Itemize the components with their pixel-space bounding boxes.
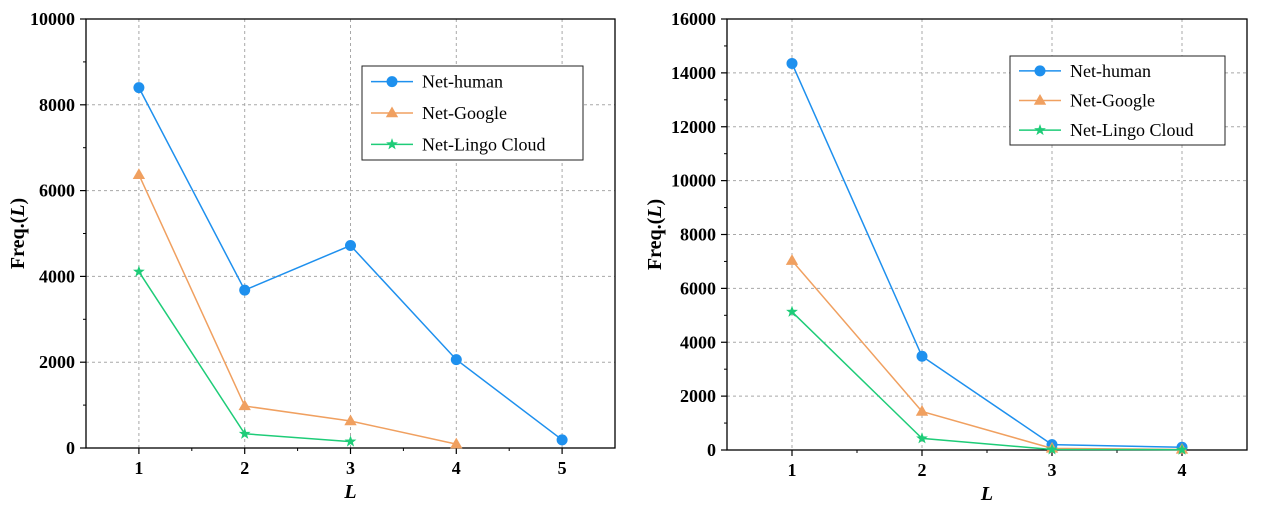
legend: Net-human Net-Google Net-Lingo Cloud: [1009, 55, 1226, 146]
data-point: [132, 168, 146, 179]
chart-2: 1 2 3 4 0 2000 4000 6000 8000 10000 12000 14000 1600…: [644, 9, 1248, 505]
y-axis-label-var: L: [7, 205, 29, 218]
y-tick-label: 2000: [39, 352, 75, 372]
x-tick-label: 2: [240, 458, 249, 478]
legend-marker: [1034, 123, 1046, 136]
data-point: [916, 350, 928, 362]
series-net-lingo-cloud: [786, 305, 1188, 455]
data-point: [239, 284, 251, 296]
x-axis-label: L: [980, 483, 993, 505]
data-point: [786, 305, 798, 317]
legend-marker: [1033, 94, 1047, 105]
legend-label: Net-Lingo Cloud: [422, 134, 546, 154]
x-tick-label: 1: [788, 460, 797, 480]
data-point: [345, 240, 356, 252]
legend: Net-human Net-Google Net-Lingo Cloud: [361, 65, 584, 161]
y-tick-label: 4000: [680, 332, 716, 352]
data-point: [450, 437, 463, 449]
series-line: [791, 63, 1183, 449]
legend-marker: [1034, 65, 1046, 77]
data-point: [450, 354, 462, 366]
data-point: [786, 57, 798, 69]
y-tick-label: 16000: [671, 9, 716, 29]
x-tick-label: 4: [1178, 460, 1187, 480]
y-axis-label: Freq.(L): [7, 198, 29, 269]
series-line: [791, 311, 1183, 451]
series-net-google: [132, 168, 463, 449]
y-tick-label: 6000: [39, 181, 75, 201]
legend-marker: [386, 138, 398, 150]
y-tick-label: 8000: [680, 225, 716, 245]
x-tick-label: 3: [346, 458, 355, 478]
y-tick-label: 2000: [680, 386, 716, 406]
x-axis-label: L: [343, 481, 356, 503]
y-tick-label: 8000: [39, 95, 75, 115]
data-point: [556, 434, 568, 446]
y-axis-label-prefix: Freq.(: [644, 217, 666, 270]
y-tick-label: 10000: [30, 9, 75, 29]
legend-label: Net-Google: [422, 103, 507, 123]
data-point: [1046, 443, 1058, 455]
y-tick-label: 0: [66, 438, 75, 458]
y-tick-label: 0: [707, 440, 716, 460]
chart-1: 1 2 3 4 50200040006000800010000LFreq.(L)Net-…: [7, 9, 616, 503]
x-tick-label: 1: [134, 458, 143, 478]
y-tick-label: 10000: [671, 171, 716, 191]
x-tick-label: 2: [918, 460, 927, 480]
y-axis-label-var: L: [644, 206, 666, 219]
legend-marker: [385, 106, 399, 118]
legend-label: Net-Lingo Cloud: [1070, 120, 1194, 140]
data-point: [238, 399, 251, 411]
y-tick-label: 4000: [39, 266, 75, 286]
data-point: [238, 427, 251, 439]
y-axis-label-prefix: Freq.(: [7, 216, 29, 269]
y-tick-label: 6000: [680, 278, 716, 298]
series-net-human: [133, 82, 568, 446]
data-point: [344, 435, 357, 447]
data-point: [916, 432, 928, 444]
y-axis-label-suffix: ): [644, 199, 666, 206]
series-net-google: [785, 254, 1189, 454]
legend-label: Net-Google: [1070, 91, 1155, 111]
data-point: [785, 254, 799, 265]
y-axis-label-suffix: ): [7, 198, 29, 205]
data-point: [915, 404, 929, 416]
data-point: [133, 265, 145, 277]
x-tick-label: 4: [452, 458, 461, 478]
y-axis-label: Freq.(L): [644, 199, 666, 270]
legend-label: Net-human: [422, 72, 503, 92]
data-point: [344, 414, 357, 426]
data-point: [1176, 443, 1188, 455]
legend-marker: [386, 76, 398, 88]
x-tick-label: 3: [1048, 460, 1057, 480]
y-tick-label: 14000: [671, 63, 716, 83]
data-point: [133, 82, 145, 94]
y-tick-label: 12000: [671, 117, 716, 137]
x-tick-label: 5: [558, 458, 567, 478]
series-line: [138, 174, 457, 445]
series-net-lingo-cloud: [133, 265, 357, 447]
series-line: [791, 260, 1183, 451]
legend-label: Net-human: [1070, 61, 1151, 81]
